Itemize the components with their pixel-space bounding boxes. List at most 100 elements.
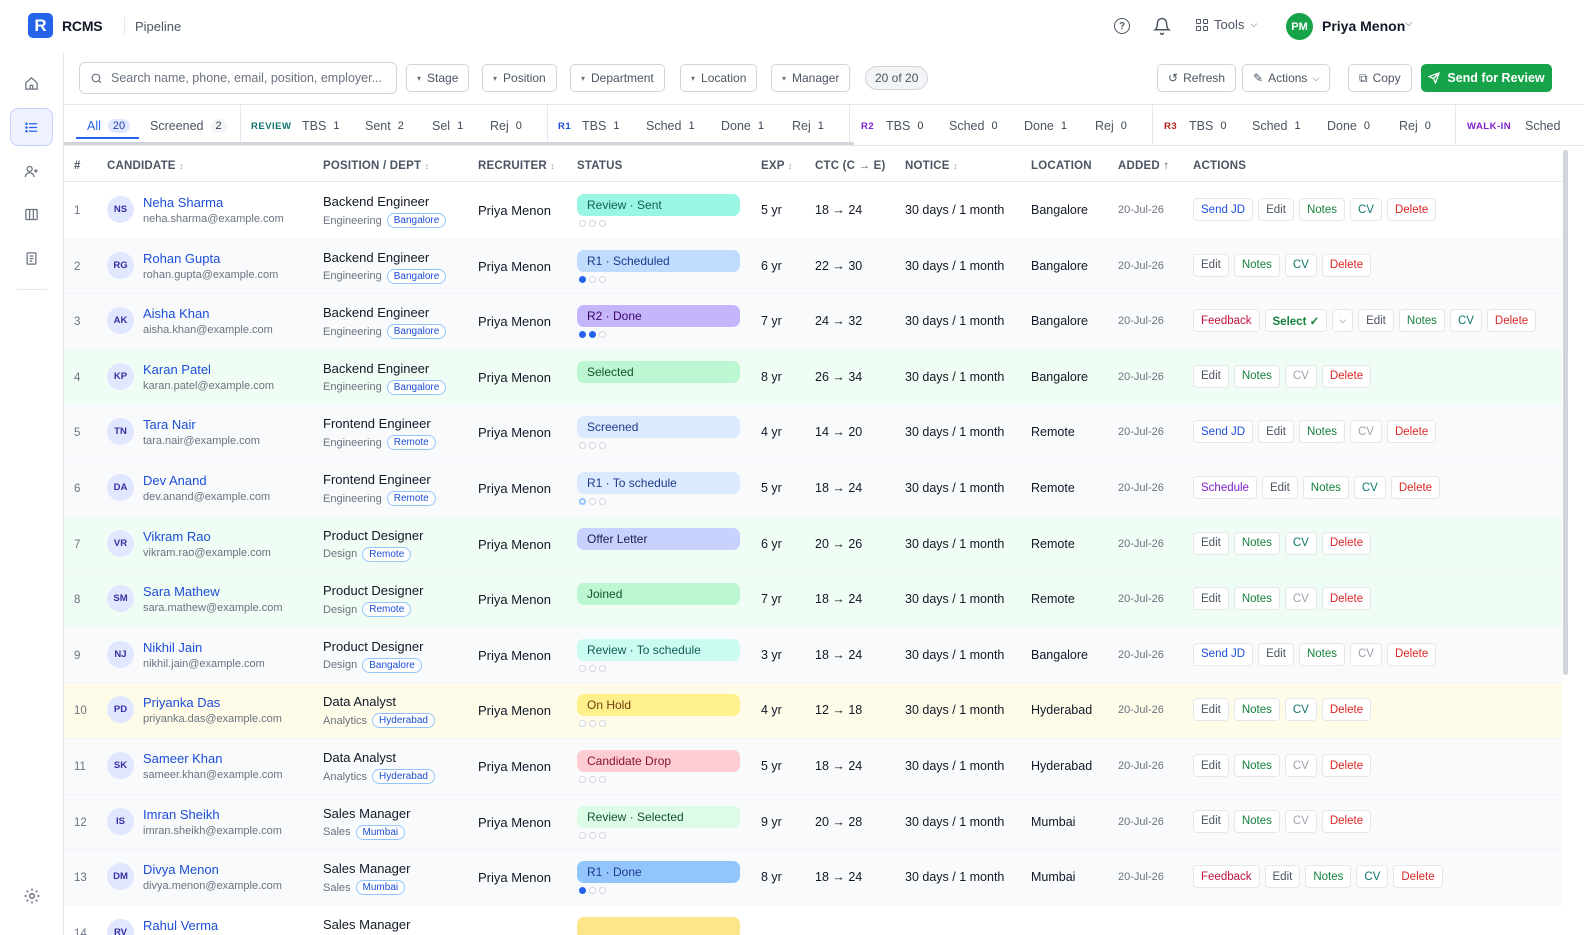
column-header-position[interactable]: POSITION / DEPT ↕ — [323, 160, 429, 172]
candidate-name-link[interactable]: Imran Sheikh — [143, 806, 220, 822]
edit-button[interactable]: Edit — [1358, 309, 1394, 333]
candidate-name-link[interactable]: Vikram Rao — [143, 528, 211, 544]
copy-button[interactable]: ⧉ Copy — [1348, 64, 1412, 92]
column-header-added[interactable]: ADDED ↑ — [1118, 160, 1170, 172]
tab-r2-tbs[interactable]: TBS 0 — [886, 105, 923, 145]
cv-button[interactable]: CV — [1284, 754, 1317, 777]
vertical-scrollbar[interactable] — [1563, 150, 1568, 675]
feedback-button[interactable]: Feedback — [1193, 865, 1260, 889]
home-icon[interactable] — [10, 64, 53, 102]
list-icon[interactable] — [10, 108, 53, 146]
delete-button[interactable]: Delete — [1321, 587, 1372, 611]
document-icon[interactable] — [10, 239, 53, 277]
notes-button[interactable]: Notes — [1305, 865, 1352, 889]
candidate-name-link[interactable]: Sara Mathew — [143, 584, 220, 600]
edit-button[interactable]: Edit — [1193, 698, 1229, 722]
delete-button[interactable]: Delete — [1486, 309, 1537, 333]
status-badge[interactable]: R1 · To schedule — [577, 472, 740, 494]
tab-r3-sched[interactable]: Sched 1 — [1252, 105, 1301, 145]
delete-button[interactable]: Delete — [1386, 198, 1437, 221]
candidate-name-link[interactable]: Nikhil Jain — [143, 639, 203, 655]
cv-button[interactable]: CV — [1284, 364, 1317, 388]
position-filter[interactable]: ▾ Position — [482, 64, 557, 92]
column-header-notice[interactable]: NOTICE ↕ — [905, 160, 958, 172]
candidate-name-link[interactable]: Sameer Khan — [143, 751, 223, 766]
delete-button[interactable]: Delete — [1393, 865, 1443, 889]
column-header-ctc[interactable]: CTC (C → E) — [815, 160, 886, 172]
table-row[interactable]: 5 TN Tara Nair tara.nair@example.com Fronten… — [64, 405, 1562, 461]
delete-button[interactable]: Delete — [1386, 420, 1437, 444]
tab-r3-tbs[interactable]: TBS 0 — [1189, 105, 1226, 145]
tab-r2-done[interactable]: Done 1 — [1024, 105, 1067, 145]
column-header-recruiter[interactable]: RECRUITER ↕ — [478, 160, 555, 172]
table-row[interactable]: 12 IS Imran Sheikh imran.sheikh@example.com… — [64, 794, 1562, 851]
candidate-name-link[interactable]: Karan Patel — [143, 361, 211, 377]
table-row[interactable]: 4 KP Karan Patel karan.patel@example.com Bac… — [64, 349, 1562, 406]
table-row[interactable]: 11 SK Sameer Khan sameer.khan@example.com Da… — [64, 739, 1562, 795]
edit-button[interactable]: Edit — [1193, 531, 1229, 555]
cv-button[interactable]: CV — [1349, 420, 1382, 444]
settings-icon[interactable] — [10, 877, 53, 915]
select-dropdown-button[interactable]: ⌵ — [1332, 309, 1354, 333]
delete-button[interactable]: Delete — [1321, 754, 1372, 777]
delete-button[interactable]: Delete — [1321, 809, 1372, 833]
tab-review-rej[interactable]: Rej 0 — [490, 105, 522, 145]
refresh-button[interactable]: ↺ Refresh — [1157, 64, 1237, 92]
delete-button[interactable]: Delete — [1390, 476, 1441, 499]
status-badge[interactable]: On Hold — [577, 694, 740, 717]
status-badge[interactable] — [577, 916, 740, 935]
edit-button[interactable]: Edit — [1261, 476, 1298, 499]
delete-button[interactable]: Delete — [1321, 253, 1372, 277]
notes-button[interactable]: Notes — [1298, 420, 1345, 444]
status-badge[interactable]: Candidate Drop — [577, 750, 740, 772]
status-badge[interactable]: R2 · Done — [577, 305, 740, 328]
candidate-name-link[interactable]: Divya Menon — [143, 862, 219, 878]
tab-r1-rej[interactable]: Rej 1 — [792, 105, 824, 145]
candidate-name-link[interactable]: Neha Sharma — [143, 195, 224, 210]
schedule-button[interactable]: Schedule — [1193, 476, 1257, 499]
delete-button[interactable]: Delete — [1321, 531, 1372, 555]
tab-review-sent[interactable]: Sent 2 — [365, 105, 404, 145]
help-icon[interactable]: ? — [1114, 18, 1130, 34]
candidate-name-link[interactable]: Rahul Verma — [143, 917, 219, 933]
cv-button[interactable]: CV — [1349, 642, 1382, 666]
chevron-down-icon[interactable]: ⌵ — [1405, 18, 1413, 29]
notes-button[interactable]: Notes — [1302, 476, 1349, 499]
stage-filter[interactable]: ▾ Stage — [406, 64, 470, 92]
status-badge[interactable]: Review · Selected — [577, 805, 740, 828]
table-row[interactable]: 2 RG Rohan Gupta rohan.gupta@example.com Bac… — [64, 238, 1562, 295]
edit-button[interactable]: Edit — [1258, 642, 1294, 666]
tab-r1-sched[interactable]: Sched 1 — [646, 105, 695, 145]
delete-button[interactable]: Delete — [1386, 642, 1437, 666]
tab-r1-tbs[interactable]: TBS 1 — [582, 105, 619, 145]
edit-button[interactable]: Edit — [1193, 809, 1229, 833]
notes-button[interactable]: Notes — [1398, 309, 1445, 333]
location-filter[interactable]: ▾ Location — [680, 64, 758, 92]
select-button[interactable]: Select ✓ — [1264, 309, 1328, 333]
tab-r2-rej[interactable]: Rej 0 — [1095, 105, 1127, 145]
add-user-icon[interactable] — [10, 152, 53, 190]
tab-r3-rej[interactable]: Rej 0 — [1399, 105, 1431, 145]
user-name[interactable]: Priya Menon — [1322, 18, 1406, 34]
notes-button[interactable]: Notes — [1233, 364, 1280, 388]
candidate-name-link[interactable]: Tara Nair — [143, 417, 196, 433]
search-input[interactable]: Search name, phone, email, position, emp… — [79, 62, 397, 94]
edit-button[interactable]: Edit — [1258, 420, 1294, 444]
cv-button[interactable]: CV — [1284, 253, 1317, 277]
cv-button[interactable]: CV — [1284, 531, 1317, 555]
cv-button[interactable]: CV — [1449, 309, 1482, 333]
cv-button[interactable]: CV — [1356, 865, 1389, 889]
manager-filter[interactable]: ▾ Manager — [771, 64, 851, 92]
tab-review-tbs[interactable]: TBS 1 — [302, 105, 339, 145]
send-jd-button[interactable]: Send JD — [1193, 420, 1254, 444]
horizontal-scrollbar[interactable] — [64, 142, 854, 145]
notes-button[interactable]: Notes — [1233, 698, 1280, 722]
cv-button[interactable]: CV — [1353, 476, 1386, 499]
tab-r3-done[interactable]: Done 0 — [1327, 105, 1370, 145]
status-badge[interactable]: Selected — [577, 360, 740, 383]
status-badge[interactable]: Offer Letter — [577, 527, 740, 550]
tab-walkin-sched[interactable]: Sched — [1525, 105, 1560, 145]
department-filter[interactable]: ▾ Department — [570, 64, 665, 92]
app-logo[interactable]: R — [28, 13, 53, 38]
notes-button[interactable]: Notes — [1233, 754, 1280, 777]
